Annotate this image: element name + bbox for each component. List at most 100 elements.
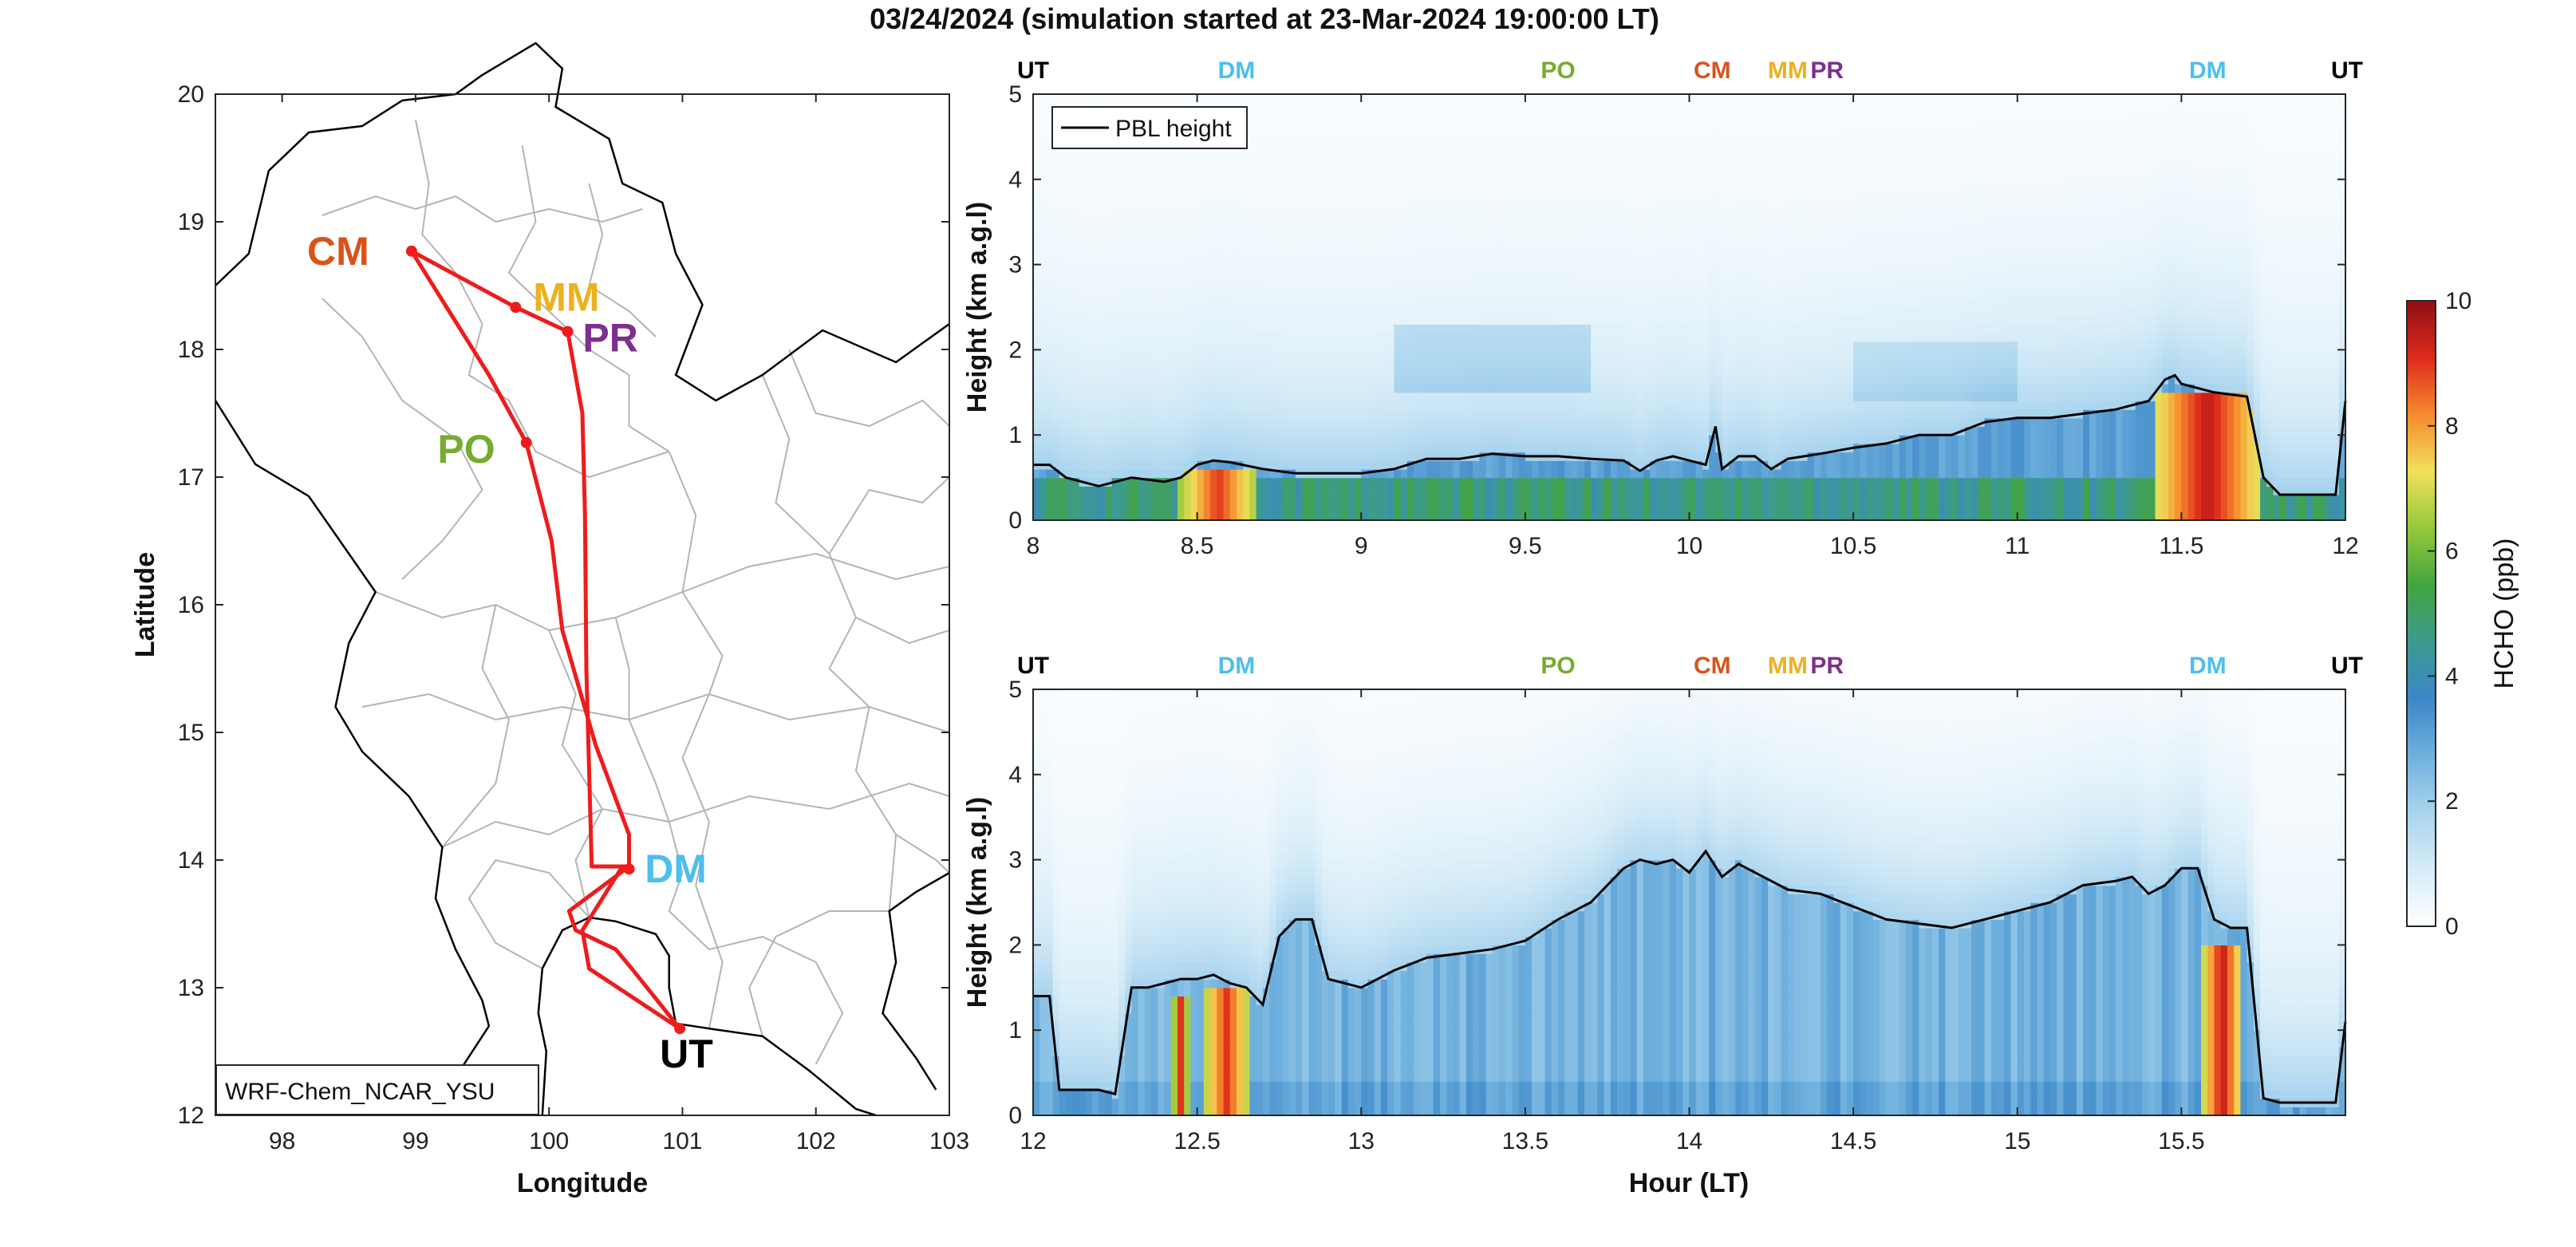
heat-cell xyxy=(1125,460,1132,470)
heat-cell xyxy=(1321,494,1329,504)
heat-cell xyxy=(1485,384,1493,393)
heat-cell xyxy=(1355,171,1362,180)
heat-cell xyxy=(1439,273,1447,282)
heat-cell xyxy=(1125,324,1132,333)
heat-cell xyxy=(1177,324,1185,333)
heat-cell xyxy=(1066,511,1073,521)
heat-cell xyxy=(1105,452,1113,461)
heat-cell xyxy=(1276,162,1284,172)
heat-cell xyxy=(1544,511,1552,521)
heat-cell xyxy=(1544,187,1552,197)
heat-cell xyxy=(1394,409,1402,419)
heat-cell xyxy=(1439,145,1447,155)
heat-cell xyxy=(1669,375,1677,385)
heat-cell xyxy=(1197,204,1205,215)
heat-cell xyxy=(1387,358,1395,368)
heat-cell xyxy=(1584,196,1592,206)
heat-cell xyxy=(1079,401,1087,410)
heat-cell xyxy=(1367,94,1375,104)
heat-cell xyxy=(1256,468,1264,479)
heat-cell xyxy=(1439,230,1447,240)
heat-cell xyxy=(1256,196,1264,206)
heat-cell xyxy=(1538,281,1546,291)
heat-cell xyxy=(1610,171,1618,180)
heat-cell xyxy=(1571,366,1579,377)
heat-cell xyxy=(1505,153,1513,164)
heat-cell xyxy=(1144,239,1152,248)
heat-cell xyxy=(1039,102,1047,112)
heat-cell xyxy=(1610,264,1618,274)
heat-cell xyxy=(1079,162,1087,172)
heat-cell xyxy=(1492,204,1500,215)
heat-cell xyxy=(1164,401,1172,410)
heat-cell xyxy=(1262,290,1270,299)
heat-cell xyxy=(1099,511,1107,521)
heat-cell xyxy=(1335,230,1343,240)
heat-cell xyxy=(1158,162,1166,172)
heat-cell xyxy=(1505,358,1513,368)
heat-cell xyxy=(1623,468,1631,479)
heat-cell xyxy=(1446,401,1454,410)
heat-cell xyxy=(1347,511,1355,521)
heat-cell xyxy=(1085,375,1093,385)
heat-cell xyxy=(1217,417,1225,428)
heat-cell xyxy=(1347,264,1355,274)
heat-cell xyxy=(1623,307,1631,317)
heat-cell xyxy=(1505,120,1513,129)
heat-cell xyxy=(1459,307,1467,317)
heat-cell xyxy=(1276,460,1284,470)
heat-cell xyxy=(1597,401,1605,410)
heat-cell xyxy=(1184,298,1191,308)
heat-cell xyxy=(1669,443,1677,453)
heat-cell xyxy=(1033,204,1040,215)
heat-cell xyxy=(1473,503,1480,512)
heat-cell xyxy=(1525,230,1533,240)
heat-cell xyxy=(1406,341,1414,350)
heat-cell xyxy=(1138,443,1146,453)
heat-cell xyxy=(1236,392,1244,402)
heat-cell xyxy=(1498,102,1506,112)
heat-cell xyxy=(1663,452,1671,461)
heat-cell xyxy=(1380,333,1388,342)
heat-cell xyxy=(1518,341,1526,350)
heat-cell xyxy=(1439,426,1447,436)
heat-cell xyxy=(1663,324,1671,333)
heat-cell xyxy=(1485,409,1493,419)
heat-cell xyxy=(1085,264,1093,274)
heat-cell xyxy=(1669,222,1677,231)
heat-cell xyxy=(1315,247,1323,257)
heat-cell xyxy=(1131,298,1139,308)
heat-cell xyxy=(1459,333,1467,342)
heat-cell xyxy=(1387,120,1395,129)
heat-cell xyxy=(1623,145,1631,155)
heat-cell xyxy=(1111,171,1119,180)
heat-cell xyxy=(1158,171,1166,180)
heat-cell xyxy=(1308,341,1316,350)
heat-cell xyxy=(1663,281,1671,291)
heat-cell xyxy=(1630,239,1638,248)
heat-cell xyxy=(1288,494,1296,504)
heat-cell xyxy=(1052,409,1060,419)
heat-cell xyxy=(1059,417,1067,428)
heat-cell xyxy=(1479,171,1487,180)
heat-cell xyxy=(1099,366,1107,377)
heat-cell xyxy=(1321,204,1329,215)
heat-cell xyxy=(1269,298,1276,308)
heat-cell xyxy=(1623,111,1631,120)
heat-cell xyxy=(1177,171,1185,180)
heat-cell xyxy=(1453,273,1461,282)
heat-cell xyxy=(1492,358,1500,368)
heat-cell xyxy=(1669,179,1677,189)
heat-cell xyxy=(1236,273,1244,282)
heat-cell xyxy=(1341,171,1349,180)
heat-cell xyxy=(1092,443,1099,453)
heat-cell xyxy=(1433,290,1441,299)
heat-cell xyxy=(1335,426,1343,436)
heat-cell xyxy=(1591,273,1598,282)
heat-cell xyxy=(1347,409,1355,419)
heat-cell xyxy=(1105,162,1113,172)
heat-cell xyxy=(1492,417,1500,428)
heat-cell xyxy=(1446,111,1454,120)
heat-cell xyxy=(1525,460,1533,470)
heat-cell xyxy=(1406,435,1414,444)
